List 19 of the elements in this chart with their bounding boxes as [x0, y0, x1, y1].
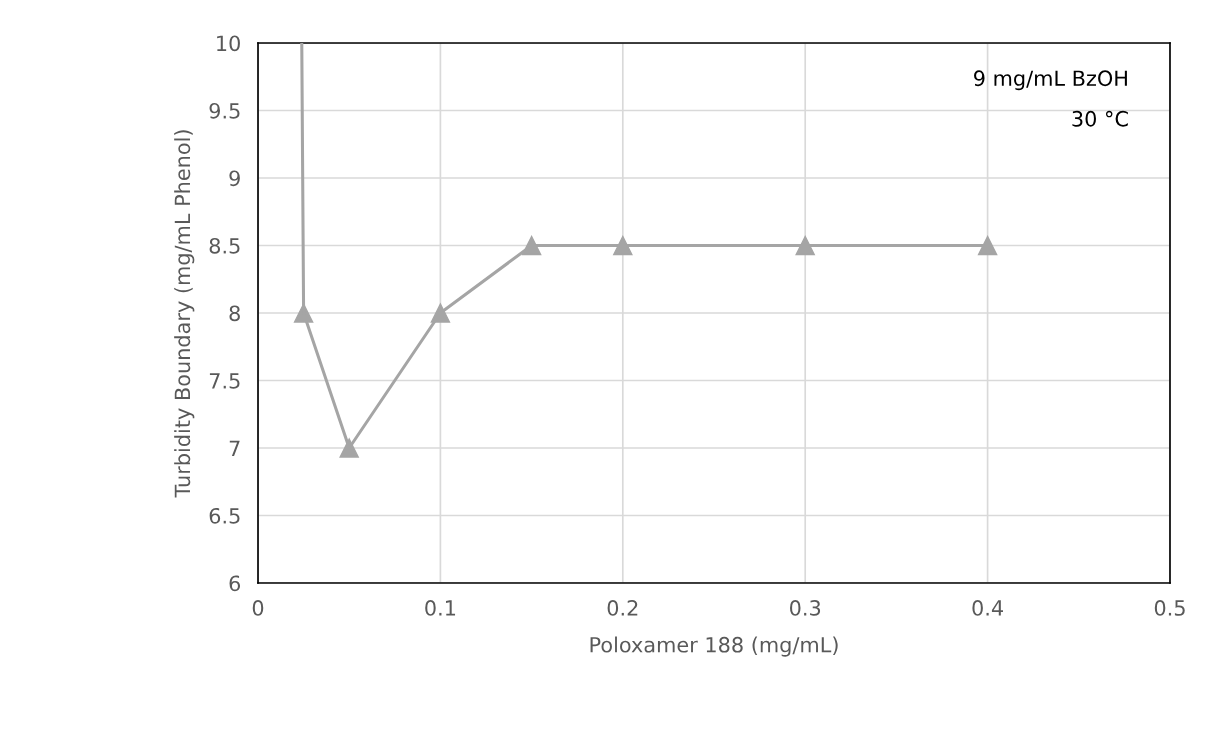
x-axis-title: Poloxamer 188 (mg/mL) [590, 636, 838, 657]
y-tick-label: 8 [229, 305, 240, 322]
annotation: 30 °C [1072, 110, 1128, 127]
x-tick-label: 0.3 [790, 600, 821, 616]
x-tick-label: 0.2 [607, 600, 638, 616]
y-tick-label: 9.5 [209, 102, 240, 119]
y-tick-label: 10 [217, 35, 240, 52]
y-tick-label: 6 [229, 575, 241, 592]
y-tick-label: 7.5 [209, 373, 240, 389]
annotation: 9 mg/mL BzOH [974, 70, 1127, 91]
x-tick-label: 0.1 [425, 600, 456, 616]
x-tick-label: 0 [252, 600, 264, 616]
y-tick-label: 7 [229, 440, 240, 456]
x-tick-label: 0.4 [972, 600, 1003, 616]
y-tick-label: 8.5 [209, 237, 240, 254]
y-tick-label: 9 [229, 170, 240, 187]
x-tick-label: 0.5 [1154, 600, 1185, 616]
y-axis-title: Turbidity Boundary (mg/mL Phenol) [174, 130, 195, 498]
y-tick-label: 6.5 [209, 507, 240, 524]
